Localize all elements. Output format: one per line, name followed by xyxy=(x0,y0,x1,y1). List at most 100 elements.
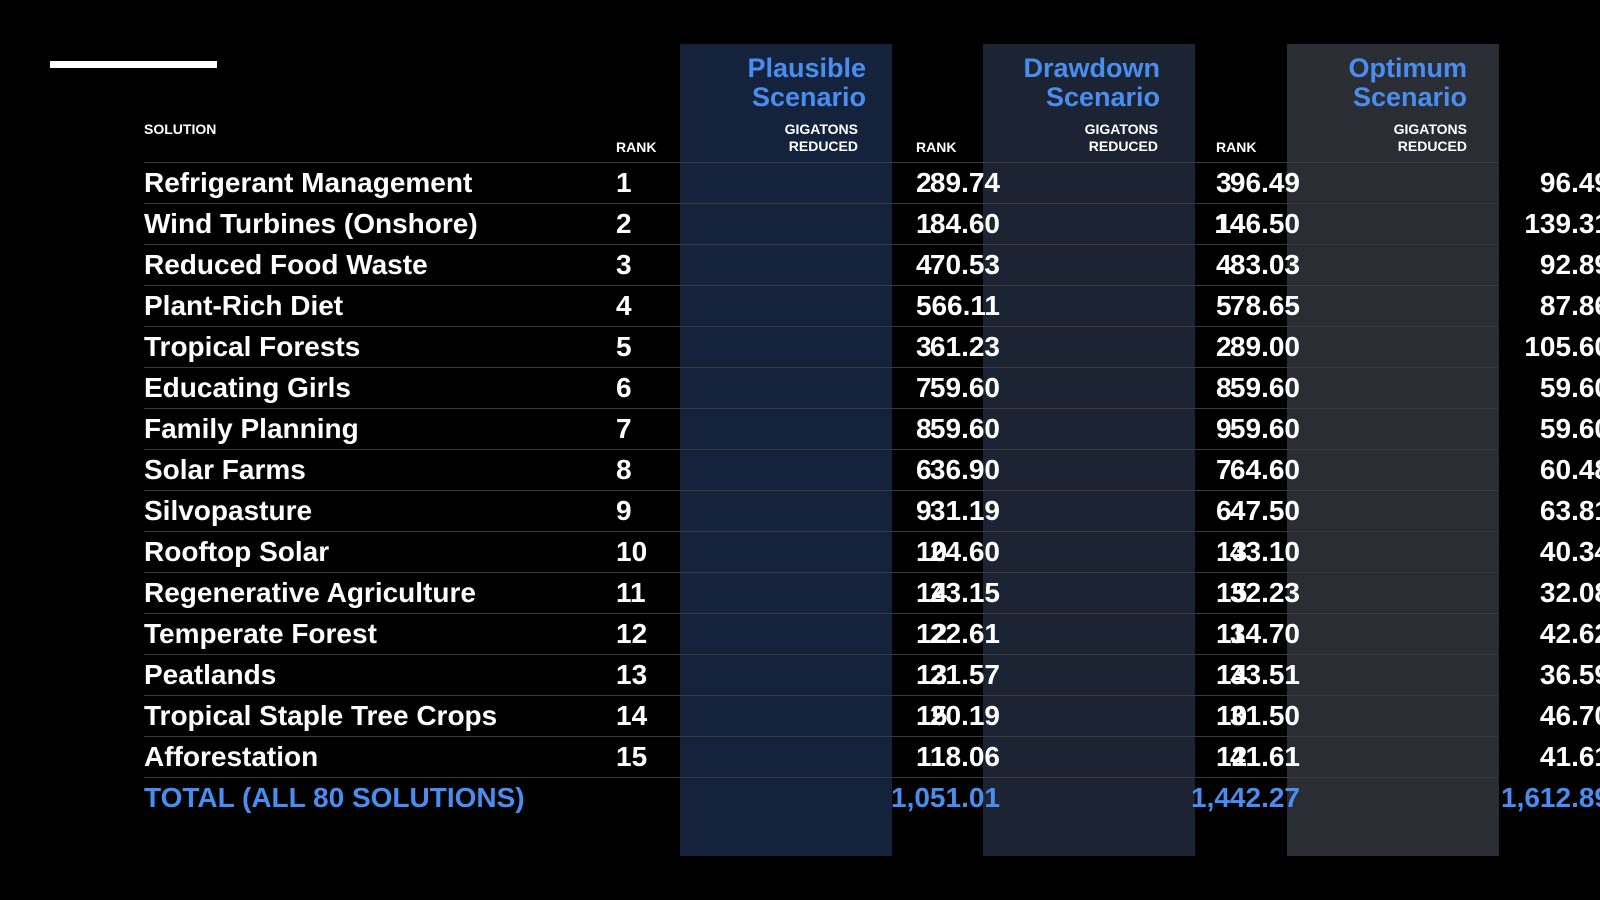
plausible-gigatons: 84.60 xyxy=(929,208,1000,239)
drawdown-gigatons: 31.50 xyxy=(1229,700,1300,731)
plausible-rank: 2 xyxy=(616,208,632,239)
plausible-rank: 8 xyxy=(616,454,632,485)
optimum-gigatons: 36.59 xyxy=(1539,659,1600,690)
solution-name: Reduced Food Waste xyxy=(144,249,428,280)
drawdown-rank: 11 xyxy=(916,741,946,772)
drawdown-rank-header: RANK xyxy=(916,139,957,155)
plausible-rank: 9 xyxy=(616,495,632,526)
gigatons-header-line2: REDUCED xyxy=(1088,138,1158,154)
optimum-rank: 4 xyxy=(1216,249,1232,280)
optimum-gigatons: 40.34 xyxy=(1539,536,1600,567)
solution-name: Educating Girls xyxy=(144,372,351,403)
plausible-rank: 1 xyxy=(616,167,632,198)
optimum-rank: 6 xyxy=(1216,495,1232,526)
optimum-gigatons: 87.86 xyxy=(1539,290,1600,321)
plausible-rank-header: RANK xyxy=(616,139,657,155)
drawdown-gigatons: 64.60 xyxy=(1229,454,1300,485)
optimum-gigatons: 105.60 xyxy=(1524,331,1600,362)
optimum-rank: 10 xyxy=(1216,700,1248,731)
plausible-rank: 15 xyxy=(616,741,648,772)
drawdown-rank: 14 xyxy=(916,577,948,608)
drawdown-column-background xyxy=(983,44,1195,856)
title-underline-bar xyxy=(50,61,217,68)
drawdown-rank: 9 xyxy=(916,495,932,526)
optimum-column-background xyxy=(1287,44,1499,856)
drawdown-scenario-title: Drawdown Scenario xyxy=(1023,53,1160,112)
drawdown-gigatons: 59.60 xyxy=(1229,413,1300,444)
drawdown-rank: 3 xyxy=(916,331,932,362)
drawdown-gigatons: 96.49 xyxy=(1229,167,1300,198)
plausible-rank: 6 xyxy=(616,372,632,403)
total-label: TOTAL (ALL 80 SOLUTIONS) xyxy=(144,782,525,813)
plausible-gigatons: 22.61 xyxy=(929,618,1000,649)
plausible-gigatons: 20.19 xyxy=(929,700,1000,731)
drawdown-rank: 8 xyxy=(916,413,932,444)
plausible-gigatons: 36.90 xyxy=(929,454,1000,485)
plausible-rank: 11 xyxy=(616,577,646,608)
optimum-gigatons: 92.89 xyxy=(1539,249,1600,280)
plausible-gigatons: 31.19 xyxy=(929,495,1000,526)
gigatons-header-line1: GIGATONS xyxy=(784,121,858,137)
drawdown-gigatons: 47.50 xyxy=(1229,495,1300,526)
solution-name: Plant-Rich Diet xyxy=(144,290,344,321)
plausible-rank: 5 xyxy=(616,331,632,362)
drawdown-rank: 6 xyxy=(916,454,932,485)
solution-name: Wind Turbines (Onshore) xyxy=(144,208,478,239)
table-row: Tropical Forests 5 61.233 89.002 105.60 xyxy=(144,326,1600,367)
optimum-gigatons-header: GIGATONS REDUCED xyxy=(1307,121,1467,155)
optimum-rank: 11 xyxy=(1216,618,1246,649)
drawdown-rank: 5 xyxy=(916,290,932,321)
optimum-rank: 2 xyxy=(1216,331,1232,362)
plausible-rank: 14 xyxy=(616,700,648,731)
optimum-rank: 9 xyxy=(1216,413,1232,444)
drawdown-gigatons: 34.70 xyxy=(1229,618,1300,649)
plausible-scenario-title: Plausible Scenario xyxy=(747,53,866,112)
gigatons-header-line2: REDUCED xyxy=(788,138,858,154)
drawdown-rank: 4 xyxy=(916,249,932,280)
solution-name: Refrigerant Management xyxy=(144,167,473,198)
plausible-gigatons: 59.60 xyxy=(929,413,1000,444)
plausible-total: 1,051.01 xyxy=(891,782,1000,813)
drawdown-gigatons: 32.23 xyxy=(1229,577,1300,608)
optimum-total: 1,612.89 xyxy=(1501,782,1600,813)
drawdown-gigatons: 78.65 xyxy=(1229,290,1300,321)
solutions-table: Refrigerant Management 1 89.74 2 96.49 3 96.49… xyxy=(144,162,1600,818)
solution-name: Peatlands xyxy=(144,659,277,690)
drawdown-rank: 1 xyxy=(916,208,932,239)
drawdown-gigatons-header: GIGATONS REDUCED xyxy=(998,121,1158,155)
table-row: Tropical Staple Tree Crops 14 20.19 15 31.50… xyxy=(144,695,1600,736)
optimum-gigatons: 96.49 xyxy=(1539,167,1600,198)
optimum-rank: 5 xyxy=(1216,290,1232,321)
solution-name: Tropical Staple Tree Crops xyxy=(144,700,498,731)
drawdown-gigatons: 41.61 xyxy=(1229,741,1300,772)
optimum-scenario-title: Optimum Scenario xyxy=(1348,53,1468,112)
total-row: TOTAL (ALL 80 SOLUTIONS) 1,051.01 1,442.27… xyxy=(144,777,1600,818)
drawdown-gigatons: 146.50 xyxy=(1214,208,1300,239)
drawdown-gigatons: 43.10 xyxy=(1229,536,1300,567)
drawdown-rank: 13 xyxy=(916,659,948,690)
optimum-gigatons: 59.60 xyxy=(1539,413,1600,444)
plausible-column-background xyxy=(680,44,892,856)
plausible-gigatons: 66.11 xyxy=(931,290,1000,321)
optimum-gigatons: 63.81 xyxy=(1539,495,1600,526)
solution-name: Afforestation xyxy=(144,741,319,772)
optimum-gigatons: 139.31 xyxy=(1524,208,1600,239)
drawdown-total: 1,442.27 xyxy=(1191,782,1300,813)
plausible-gigatons: 89.74 xyxy=(929,167,1000,198)
optimum-rank: 8 xyxy=(1216,372,1232,403)
gigatons-header-line1: GIGATONS xyxy=(1084,121,1158,137)
gigatons-header-line2: REDUCED xyxy=(1397,138,1467,154)
drawdown-rank: 12 xyxy=(916,618,948,649)
solution-name: Regenerative Agriculture xyxy=(144,577,476,608)
optimum-rank: 15 xyxy=(1216,577,1248,608)
plausible-rank: 13 xyxy=(616,659,648,690)
plausible-gigatons: 23.15 xyxy=(929,577,1000,608)
optimum-gigatons: 60.48 xyxy=(1539,454,1600,485)
